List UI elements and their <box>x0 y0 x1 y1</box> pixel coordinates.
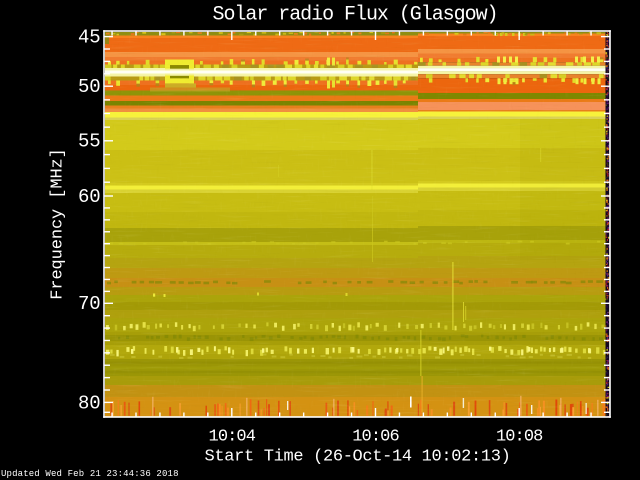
svg-text:Start Time (26-Oct-14 10:02:13: Start Time (26-Oct-14 10:02:13) <box>204 448 510 467</box>
svg-text:10:06: 10:06 <box>352 427 399 446</box>
svg-text:Updated Wed Feb 21 23:44:36 20: Updated Wed Feb 21 23:44:36 2018 <box>1 469 179 479</box>
svg-text:80: 80 <box>78 392 101 414</box>
svg-text:Frequency [MHz]: Frequency [MHz] <box>49 148 68 300</box>
svg-text:Solar radio Flux (Glasgow): Solar radio Flux (Glasgow) <box>212 4 497 27</box>
svg-text:10:04: 10:04 <box>209 427 256 446</box>
svg-text:10:08: 10:08 <box>496 427 543 446</box>
svg-text:60: 60 <box>78 186 101 208</box>
svg-text:50: 50 <box>78 76 101 98</box>
svg-text:55: 55 <box>78 131 101 153</box>
svg-text:45: 45 <box>78 27 101 49</box>
svg-text:70: 70 <box>78 293 101 315</box>
